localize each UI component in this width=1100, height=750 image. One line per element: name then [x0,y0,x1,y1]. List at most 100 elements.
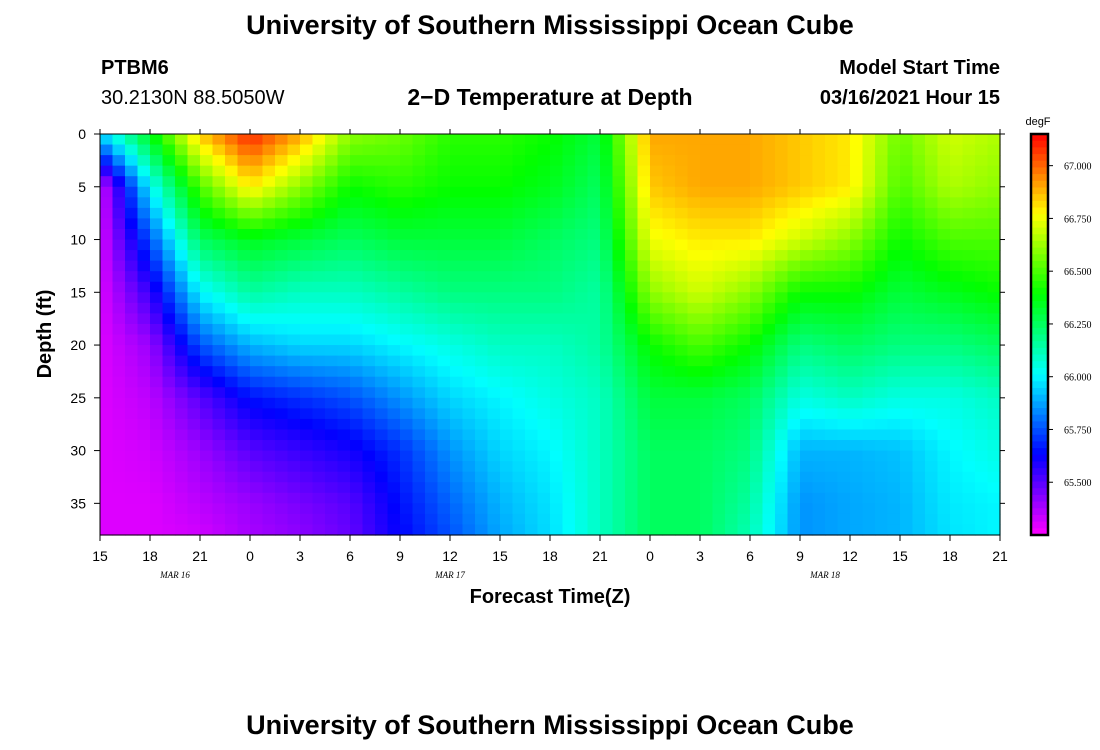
heatmap-cell [550,207,564,220]
heatmap-cell [100,450,114,462]
heatmap-cell [400,440,414,452]
heatmap-cell [900,323,914,336]
heatmap-cell [562,397,576,409]
heatmap-cell [700,492,714,504]
heatmap-cell [825,271,839,283]
heatmap-cell [525,144,539,156]
heatmap-cell [875,471,889,483]
heatmap-cell [500,471,514,483]
heatmap-cell [550,134,564,146]
heatmap-cell [200,376,214,388]
heatmap-cell [525,260,539,272]
heatmap-cell [812,334,826,346]
heatmap-cell [100,313,114,325]
heatmap-cell [925,397,939,409]
heatmap-cell [837,165,851,177]
heatmap-cell [862,228,876,241]
heatmap-cell [862,260,876,272]
heatmap-cell [262,366,276,378]
heatmap-cell [912,524,926,536]
heatmap-cell [162,281,176,293]
heatmap-cell [350,260,364,272]
heatmap-cell [637,260,651,272]
heatmap-cell [600,228,614,241]
heatmap-cell [600,207,614,220]
colorbar-swatch [1031,274,1048,282]
heatmap-cell [312,323,326,336]
heatmap-cell [262,503,276,515]
heatmap-cell [437,228,451,241]
heatmap-cell [325,228,339,241]
heatmap-cell [125,165,139,177]
heatmap-cell [112,376,126,388]
heatmap-cell [162,345,176,357]
heatmap-cell [700,429,714,441]
colorbar-swatch [1031,421,1048,429]
heatmap-cell [787,397,801,409]
heatmap-cell [787,440,801,452]
heatmap-cell [850,440,864,452]
heatmap-cell [387,228,401,241]
heatmap-cell [675,503,689,515]
heatmap-cell [262,165,276,177]
heatmap-cell [300,176,314,188]
heatmap-cell [987,313,1001,325]
colorbar-swatch [1031,214,1048,222]
heatmap-cell [650,250,664,262]
heatmap-cell [662,186,676,198]
heatmap-cell [525,313,539,325]
heatmap-cell [587,482,601,494]
heatmap-cell [850,429,864,441]
heatmap-cell [812,197,826,209]
heatmap-cell [612,429,626,441]
heatmap-cell [375,144,389,156]
heatmap-cell [400,186,414,198]
model-start-label: Model Start Time [839,57,1000,79]
heatmap-cell [475,524,489,536]
heatmap-cell [150,440,164,452]
heatmap-cell [925,134,939,146]
heatmap-cell [100,376,114,388]
heatmap-cell [612,513,626,526]
heatmap-cell [637,418,651,431]
heatmap-cell [487,144,501,156]
heatmap-cell [287,218,301,230]
heatmap-cell [725,134,739,146]
heatmap-cell [262,418,276,431]
heatmap-cell [687,334,701,346]
heatmap-cell [300,492,314,504]
heatmap-cell [787,302,801,314]
heatmap-cell [112,408,126,420]
heatmap-cell [362,461,376,473]
heatmap-cell [787,176,801,188]
heatmap-cell [237,302,251,314]
heatmap-cell [137,355,151,367]
heatmap-cell [675,450,689,462]
heatmap-cell [375,418,389,431]
heatmap-cell [750,334,764,346]
heatmap-cell [875,482,889,494]
heatmap-cell [825,165,839,177]
heatmap-cell [262,260,276,272]
heatmap-cell [925,440,939,452]
heatmap-cell [450,376,464,388]
heatmap-cell [612,155,626,167]
heatmap-cell [662,228,676,241]
colorbar-swatch [1031,207,1048,215]
heatmap-cell [675,186,689,198]
heatmap-cell [887,334,901,346]
heatmap-cell [562,186,576,198]
heatmap-cell [150,207,164,220]
heatmap-cell [325,207,339,220]
heatmap-cell [862,408,876,420]
heatmap-cell [525,134,539,146]
heatmap-cell [725,376,739,388]
heatmap-cell [650,186,664,198]
heatmap-cell [650,461,664,473]
heatmap-cell [975,366,989,378]
heatmap-cell [500,440,514,452]
heatmap-cell [762,302,776,314]
heatmap-cell [325,155,339,167]
heatmap-cell [675,144,689,156]
heatmap-cell [625,408,639,420]
